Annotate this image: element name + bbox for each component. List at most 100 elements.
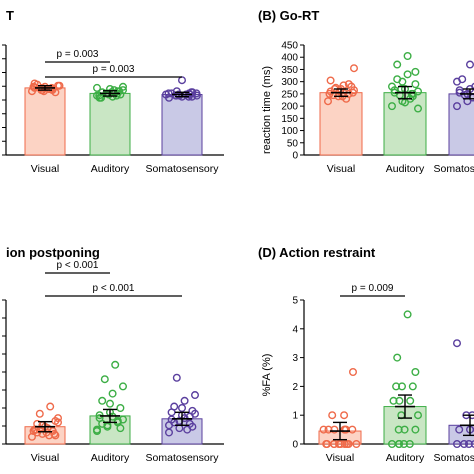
data-point-somatosensory <box>455 425 464 434</box>
y-tick-label: 3 <box>292 353 298 364</box>
data-point-auditory <box>92 83 101 92</box>
data-point-visual <box>322 440 331 449</box>
data-point-visual <box>30 82 39 91</box>
data-point-somatosensory <box>190 409 199 418</box>
data-point-visual <box>46 402 55 411</box>
data-point-somatosensory <box>177 76 186 85</box>
panel-a-title: T <box>6 8 14 23</box>
data-point-visual <box>340 425 349 434</box>
data-point-auditory <box>105 399 114 408</box>
data-point-auditory <box>406 396 415 405</box>
x-tick-label-auditory: Auditory <box>91 163 130 175</box>
data-point-auditory <box>394 425 403 434</box>
data-point-somatosensory <box>453 102 462 111</box>
data-point-somatosensory <box>453 339 462 348</box>
data-point-auditory <box>388 102 397 111</box>
x-tick-label-visual: Visual <box>31 452 59 464</box>
data-point-visual <box>344 80 353 89</box>
data-point-auditory <box>389 396 398 405</box>
significance-label: p = 0.009 <box>352 283 394 294</box>
data-point-visual <box>30 79 39 88</box>
y-tick-label: 50 <box>287 138 299 149</box>
panel-b-ylabel: reaction time (ms) <box>261 66 273 154</box>
x-tick-label-visual: Visual <box>327 163 355 175</box>
x-tick-label-auditory: Auditory <box>386 452 425 464</box>
panel-a: T Visual Auditory Somatosensory p = 0.003 p … <box>2 8 224 175</box>
data-point-somatosensory <box>167 408 176 417</box>
x-tick-label-auditory: Auditory <box>91 452 130 464</box>
x-tick-label-somatosensory: Somatosensory <box>146 452 220 464</box>
data-point-somatosensory <box>177 404 186 413</box>
significance-label: p = 0.003 <box>57 49 99 60</box>
panel-c: ion postponing Visual Auditory Somatosenso… <box>2 245 224 464</box>
data-point-somatosensory <box>172 373 181 382</box>
data-point-auditory <box>411 368 420 377</box>
data-point-auditory <box>411 80 420 89</box>
data-point-auditory <box>395 440 404 449</box>
data-point-auditory <box>111 360 120 369</box>
y-tick-label: 2 <box>292 382 298 393</box>
data-point-visual <box>325 89 334 98</box>
significance-label: p < 0.001 <box>57 260 99 271</box>
data-point-somatosensory <box>453 77 462 86</box>
y-tick-label: 0 <box>292 440 298 451</box>
data-point-somatosensory <box>464 440 473 449</box>
y-tick-label: 1 <box>292 411 298 422</box>
data-point-auditory <box>118 415 127 424</box>
data-point-visual <box>319 425 328 434</box>
data-point-somatosensory <box>466 60 474 69</box>
y-tick-label: 4 <box>292 324 298 335</box>
data-point-auditory <box>403 70 412 79</box>
significance-label: p < 0.001 <box>93 283 135 294</box>
data-point-visual <box>340 411 349 420</box>
data-point-auditory <box>414 104 423 113</box>
data-point-visual <box>352 440 361 449</box>
data-point-somatosensory <box>164 89 173 98</box>
data-point-auditory <box>118 382 127 391</box>
data-point-auditory <box>398 382 407 391</box>
data-point-visual <box>328 411 337 420</box>
panel-b: (B) Go-RT reaction time (ms) 0 5010015020… <box>258 8 474 175</box>
data-point-auditory <box>392 382 401 391</box>
bar-somatosensory <box>161 94 203 156</box>
data-point-somatosensory <box>190 391 199 400</box>
data-point-auditory <box>113 416 122 425</box>
data-point-auditory <box>393 60 402 69</box>
data-point-somatosensory <box>455 86 464 95</box>
data-point-auditory <box>98 419 107 428</box>
x-tick-label-somatosensory: Somatosensory <box>146 163 220 175</box>
y-tick-label: 200 <box>281 102 298 113</box>
panel-c-title: ion postponing <box>6 245 100 260</box>
data-point-auditory <box>95 91 104 100</box>
data-point-somatosensory <box>471 82 474 91</box>
y-tick-label: 150 <box>281 114 298 125</box>
x-tick-label-visual: Visual <box>326 452 354 464</box>
panel-d-ylabel: %FA (%) <box>261 354 273 397</box>
panel-d: (D) Action restraint %FA (%) 0 1 2 3 4 5 Visua… <box>258 245 474 464</box>
data-point-auditory <box>405 440 414 449</box>
data-point-auditory <box>116 424 125 433</box>
data-point-auditory <box>118 82 127 91</box>
data-point-auditory <box>100 375 109 384</box>
data-point-visual <box>48 84 57 93</box>
significance-label: p = 0.003 <box>93 64 135 75</box>
panel-d-title: (D) Action restraint <box>258 245 376 260</box>
bar-visual <box>319 92 363 156</box>
x-tick-label-somatosensory: Somatosensory <box>434 163 474 175</box>
data-point-auditory <box>414 411 423 420</box>
data-point-visual <box>35 409 44 418</box>
data-point-auditory <box>108 389 117 398</box>
data-point-somatosensory <box>460 440 469 449</box>
y-tick-label: 0 <box>292 151 298 162</box>
data-point-auditory <box>116 404 125 413</box>
data-point-auditory <box>411 67 420 76</box>
data-point-auditory <box>97 93 106 102</box>
y-tick-label: 400 <box>281 53 298 64</box>
y-tick-label: 350 <box>281 65 298 76</box>
data-point-visual <box>50 429 59 438</box>
y-tick-label: 100 <box>281 126 298 137</box>
data-point-auditory <box>400 425 409 434</box>
y-tick-label: 300 <box>281 77 298 88</box>
data-point-somatosensory <box>470 440 474 448</box>
